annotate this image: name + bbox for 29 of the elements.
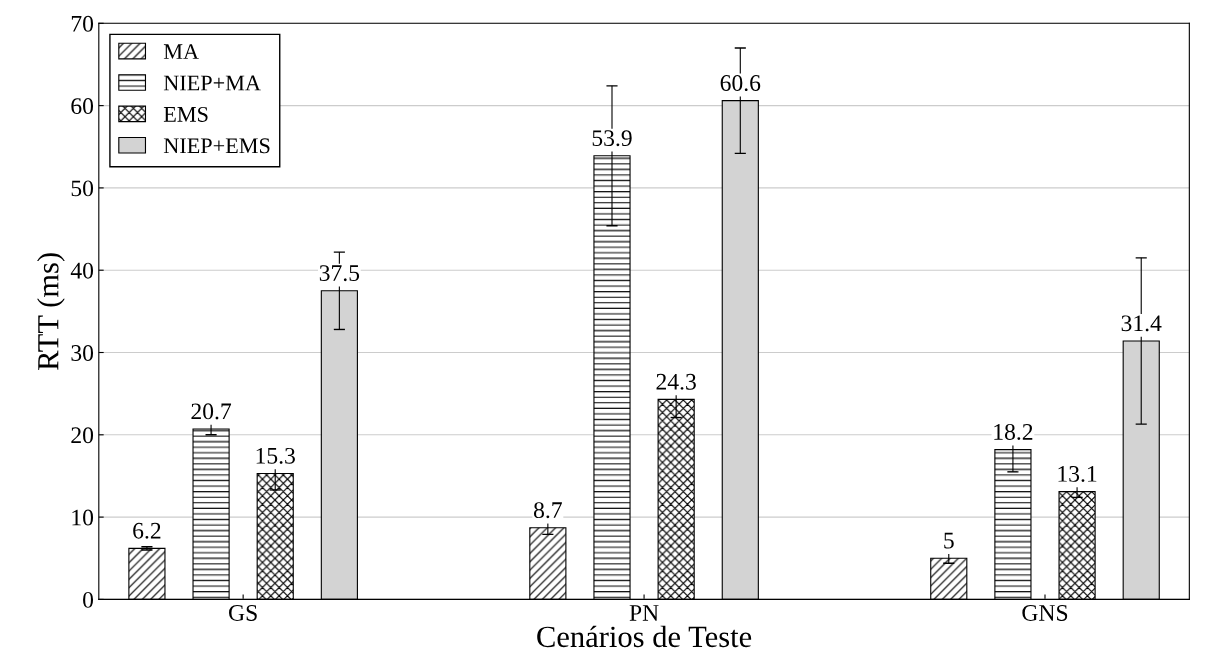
data-label: 5 (944, 532, 954, 549)
x-tick-label: GNS (1022, 605, 1068, 621)
data-label: 13.1 (1058, 465, 1097, 482)
x-tick-label: PN (629, 605, 659, 621)
x-tick-label: GS (229, 605, 257, 621)
y-tick-label: 0 (83, 591, 94, 608)
legend-label: EMS (163, 106, 208, 122)
y-tick-label: 40 (70, 262, 94, 279)
y-tick-label: 10 (72, 509, 94, 526)
data-label: 31.4 (1121, 315, 1162, 332)
data-label: 8.7 (533, 502, 562, 519)
y-tick-label: 20 (71, 427, 94, 444)
data-label: 15.3 (256, 447, 295, 464)
y-tick-label: 60 (71, 98, 94, 115)
data-label: 60.6 (720, 75, 761, 92)
data-label: 53.9 (592, 130, 632, 147)
y-tick-label: 70 (71, 15, 94, 32)
data-label: 18.2 (994, 423, 1033, 440)
x-axis-title: Cenários de Teste (537, 625, 752, 648)
data-label: 37.5 (319, 265, 360, 282)
data-label: 24.3 (656, 373, 696, 390)
legend-label: NIEP+MA (163, 75, 261, 91)
data-label: 6.2 (133, 522, 161, 539)
legend-label: MA (163, 44, 199, 59)
legend-label: NIEP+EMS (163, 138, 270, 154)
y-axis-title: RTT (ms) (37, 253, 65, 370)
y-tick-label: 50 (71, 180, 94, 197)
y-tick-label: 30 (71, 344, 94, 361)
data-label: 20.7 (191, 403, 232, 420)
